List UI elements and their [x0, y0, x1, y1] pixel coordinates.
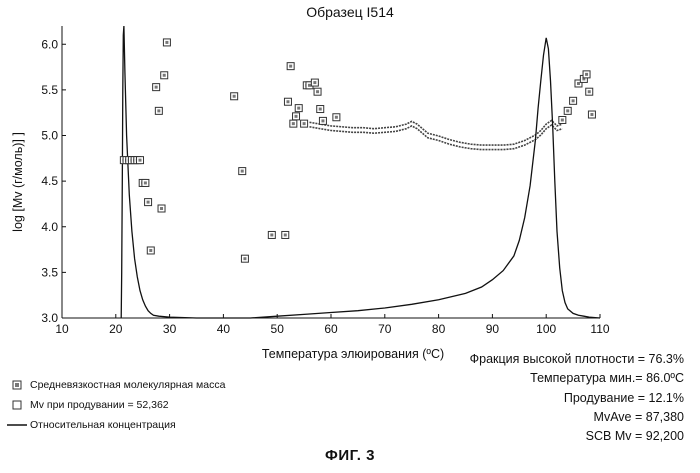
x-tick-label: 90: [486, 322, 500, 336]
line-icon: [4, 423, 30, 427]
scatter-point-core: [571, 99, 575, 103]
scatter-point-core: [154, 85, 158, 89]
y-tick-label: 5.0: [41, 129, 58, 143]
legend-item-open: Mv при продувании = 52,362: [4, 396, 225, 413]
x-tick-label: 100: [536, 322, 556, 336]
scatter-point-core: [560, 118, 564, 122]
scatter-point-core: [270, 233, 274, 237]
scatter-point-core: [143, 181, 147, 185]
legend-label: Относительная концентрация: [30, 418, 176, 431]
scatter-point-core: [321, 119, 325, 123]
x-tick-label: 20: [109, 322, 123, 336]
x-tick-label: 60: [324, 322, 338, 336]
y-tick-label: 6.0: [41, 37, 58, 51]
x-tick-label: 10: [55, 322, 69, 336]
x-tick-label: 30: [163, 322, 177, 336]
legend-item-line: Относительная концентрация: [4, 416, 225, 433]
scatter-point-core: [240, 169, 244, 173]
mv-band-upper: [309, 119, 563, 146]
scatter-point-core: [294, 114, 298, 118]
axes: [61, 26, 601, 319]
scatter-points: [119, 38, 596, 263]
scatter-point-core: [313, 81, 317, 85]
scatter-point-core: [232, 94, 236, 98]
scatter-point-core: [146, 200, 150, 204]
concentration-line: [120, 25, 601, 319]
scatter-point-core: [157, 109, 161, 113]
mv-band: [309, 119, 563, 151]
scatter-point-core: [590, 113, 594, 117]
x-tick-label: 40: [217, 322, 231, 336]
scatter-point-core: [149, 248, 153, 252]
legend-label: Mv при продувании = 52,362: [30, 398, 169, 411]
scatter-point-core: [160, 207, 164, 210]
scatter-point-core: [283, 233, 287, 237]
scatter-point-core: [286, 100, 290, 104]
scatter-point-core: [566, 109, 570, 113]
x-tick-label: 110: [590, 322, 609, 336]
x-tick-label: 80: [432, 322, 446, 336]
filled-square-icon: [4, 380, 30, 390]
scatter-point-core: [316, 90, 320, 94]
mv-band-lower: [309, 123, 563, 151]
chart-title: Образец I514: [306, 4, 394, 20]
scatter-point-core: [587, 90, 591, 94]
y-tick-label: 3.0: [41, 311, 58, 325]
scatter-point-core: [243, 257, 247, 261]
concentration-series-line: [120, 25, 601, 319]
open-square-icon: [4, 400, 30, 410]
stats-block: Фракция высокой плотности = 76.3% Темпер…: [470, 350, 684, 446]
chart-svg: 10 20 30 40 50 60 70 80 90 100 110 3.0 3.5 4.0 4.5 5.0 5…: [11, 25, 610, 361]
scatter-point-core: [138, 158, 142, 162]
x-tick-label: 50: [271, 322, 285, 336]
y-tick-label: 5.5: [41, 83, 58, 97]
scatter-point-core: [165, 40, 169, 44]
y-axis-label: log [Mv (г/моль)] ]: [11, 132, 25, 232]
scatter-point-core: [334, 115, 338, 119]
x-axis-label: Температура элюирования (ºC): [262, 347, 444, 361]
scatter-point-core: [162, 73, 166, 77]
stat-mvave: MvAve = 87,380: [593, 409, 684, 424]
scatter-point-core: [297, 106, 301, 110]
scatter-point-core: [585, 72, 589, 76]
legend: Средневязкостная молекулярная масса Mv п…: [4, 376, 225, 436]
y-tick-label: 4.0: [41, 220, 58, 234]
figure-caption: ФИГ. 3: [325, 447, 375, 464]
y-tick-label: 3.5: [41, 265, 58, 279]
stat-high-density: Фракция высокой плотности = 76.3%: [469, 352, 684, 366]
scatter-point-core: [582, 77, 586, 81]
scatter-point-core: [289, 64, 293, 68]
stat-scb-mv: SCB Mv = 92,200: [585, 429, 684, 444]
scatter-point-core: [307, 83, 311, 87]
scatter-point-core: [318, 107, 322, 111]
y-tick-label: 4.5: [41, 174, 58, 188]
scatter-point-core: [302, 122, 306, 126]
scatter-point-core: [291, 122, 295, 126]
stat-min-temp: Температура мин.= 86.0ºC: [530, 371, 684, 386]
x-tick-label: 70: [378, 322, 392, 336]
legend-item-filled: Средневязкостная молекулярная масса: [4, 376, 225, 393]
legend-label: Средневязкостная молекулярная масса: [30, 378, 226, 391]
tick-labels: 10 20 30 40 50 60 70 80 90 100 110 3.0 3.5 4.0 4.5 5.0 5…: [41, 37, 610, 336]
scatter-point-core: [576, 81, 580, 85]
stat-purge: Продувание = 12.1%: [563, 390, 684, 405]
